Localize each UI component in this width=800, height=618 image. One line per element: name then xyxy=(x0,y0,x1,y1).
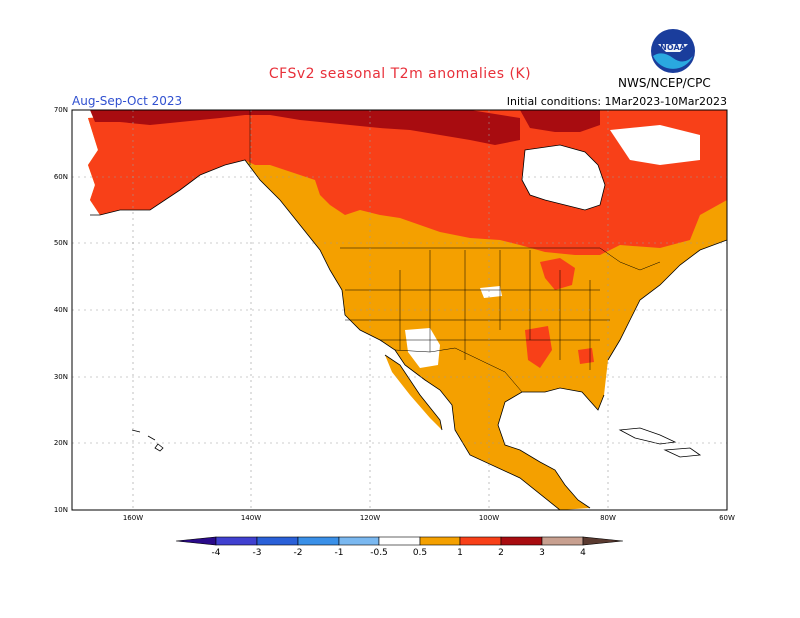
colorbar-swatch-lt-neg4 xyxy=(175,536,217,546)
anomaly-patch-great-lakes xyxy=(540,258,575,290)
no-anomaly-hudson-bay xyxy=(522,145,605,210)
anomaly-fields xyxy=(88,110,727,510)
lat-label-40n: 40N xyxy=(53,306,68,314)
anomaly-patch-mississippi xyxy=(525,326,552,368)
colorbar-label-p1: 1 xyxy=(457,548,463,558)
lat-label-60n: 60N xyxy=(53,173,68,181)
lon-label-120w: 120W xyxy=(359,514,381,522)
initial-conditions-label: Initial conditions: 1Mar2023-10Mar2023 xyxy=(506,95,727,108)
lat-label-50n: 50N xyxy=(53,239,68,247)
lat-label-70n: 70N xyxy=(53,106,68,114)
no-anomaly-southwest xyxy=(405,328,440,368)
lon-label-140w: 140W xyxy=(240,514,262,522)
colorbar-swatch-neg2-neg1 xyxy=(297,536,340,546)
colorbar-swatch-p05-1 xyxy=(419,536,461,546)
colorbar-label-p2: 2 xyxy=(498,548,504,558)
lat-label-10n: 10N xyxy=(53,506,68,514)
colorbar-swatch-neg4-neg3 xyxy=(215,536,258,546)
lon-label-160w: 160W xyxy=(122,514,144,522)
lat-label-20n: 20N xyxy=(53,439,68,447)
lon-label-80w: 80W xyxy=(600,514,616,522)
colorbar-swatch-gt4 xyxy=(582,536,624,546)
noaa-logo-icon: NOAA xyxy=(651,29,695,73)
no-anomaly-nebraska xyxy=(480,286,502,298)
anomaly-region-darkred-arctic xyxy=(90,110,520,145)
colorbar xyxy=(175,536,624,546)
colorbar-label-neg2: -2 xyxy=(293,548,303,558)
colorbar-swatch-neutral xyxy=(378,536,421,546)
anomaly-region-darkred-ne xyxy=(520,110,600,132)
colorbar-label-neg4: -4 xyxy=(211,548,221,558)
colorbar-label-p05: 0.5 xyxy=(412,548,428,558)
colorbar-swatch-neg1-neg05 xyxy=(338,536,380,546)
colorbar-label-neg3: -3 xyxy=(252,548,262,558)
colorbar-label-neg1: -1 xyxy=(334,548,344,558)
season-label: Aug-Sep-Oct 2023 xyxy=(72,94,183,108)
colorbar-label-p4: 4 xyxy=(580,548,586,558)
lon-label-100w: 100W xyxy=(478,514,500,522)
colorbar-swatch-p3-4 xyxy=(541,536,584,546)
colorbar-label-neg05: -0.5 xyxy=(370,548,388,558)
lat-label-30n: 30N xyxy=(53,373,68,381)
political-borders xyxy=(249,110,661,393)
agency-label: NWS/NCEP/CPC xyxy=(618,76,711,90)
no-anomaly-baffin xyxy=(610,125,700,165)
lon-label-60w: 60W xyxy=(719,514,735,522)
graticule xyxy=(72,110,727,510)
logo-text: NOAA xyxy=(660,43,686,52)
colorbar-swatch-neg3-neg2 xyxy=(256,536,299,546)
colorbar-swatch-p2-3 xyxy=(500,536,543,546)
colorbar-swatch-p1-2 xyxy=(459,536,502,546)
coastlines xyxy=(90,144,727,510)
map-frame xyxy=(71,109,728,511)
anomaly-region-baja xyxy=(385,355,442,430)
anomaly-region-red xyxy=(88,110,727,255)
map-title: CFSv2 seasonal T2m anomalies (K) xyxy=(268,66,532,82)
anomaly-patch-southeast xyxy=(578,348,594,364)
colorbar-label-p3: 3 xyxy=(539,548,545,558)
